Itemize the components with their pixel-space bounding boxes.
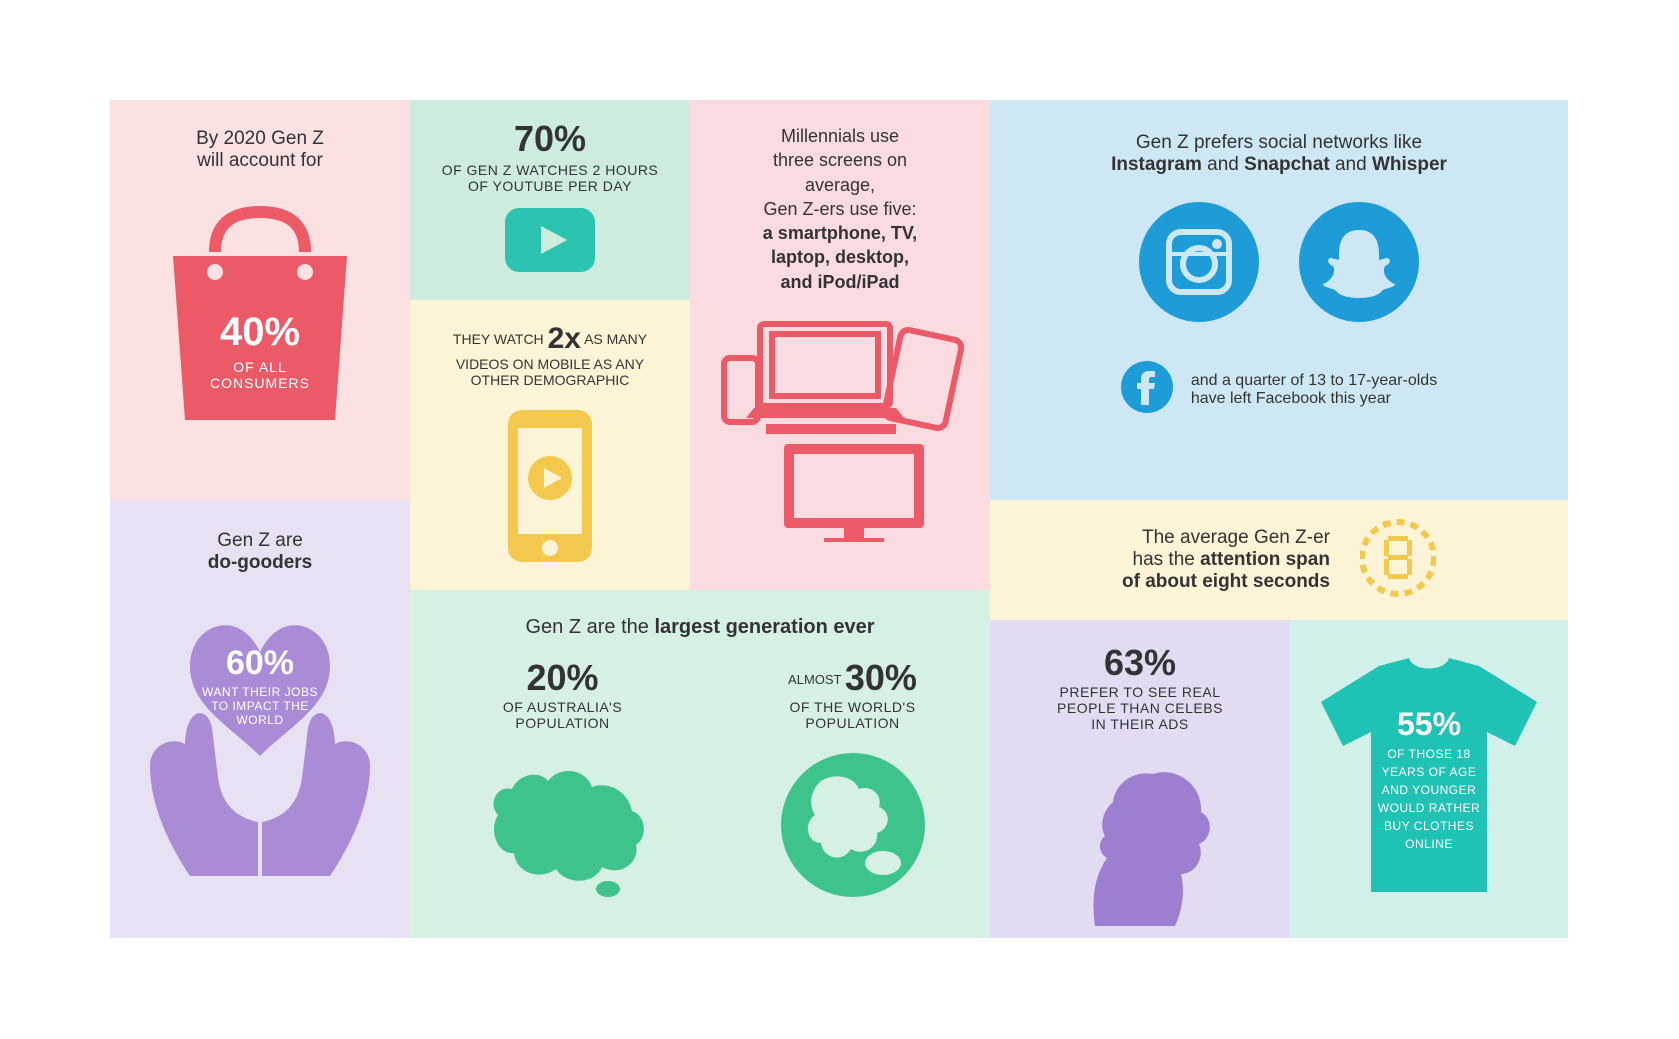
tile-youtube: 70% OF GEN Z WATCHES 2 HOURS OF YOUTUBE …	[410, 100, 690, 300]
t: and a quarter of 13 to 17-year-olds	[1191, 372, 1437, 389]
tile5-fb-text: and a quarter of 13 to 17-year-olds have…	[1191, 372, 1437, 408]
tile8-title: Gen Z are the largest generation ever	[410, 616, 990, 639]
t: POPULATION	[805, 715, 899, 731]
tile-mobile-video: THEY WATCH 2x AS MANY VIDEOS ON MOBILE A…	[410, 300, 690, 590]
t: will account for	[197, 150, 323, 171]
t: TO IMPACT THE	[130, 699, 390, 713]
t: WORLD	[130, 713, 390, 727]
t: has the	[1133, 549, 1201, 570]
t: ONLINE	[1405, 837, 1453, 851]
tile4-text: Millennials use three screens on average…	[763, 124, 917, 294]
t: By 2020 Gen Z	[196, 128, 324, 149]
t: Whisper	[1372, 154, 1447, 175]
stat: 70%	[514, 118, 586, 160]
phone-video-icon	[500, 406, 600, 566]
tile-social-networks: Gen Z prefers social networks like Insta…	[990, 100, 1568, 500]
t: Gen Z are	[217, 530, 303, 551]
instagram-icon	[1139, 202, 1259, 327]
t: largest generation ever	[654, 616, 874, 638]
t: YEARS OF AGE	[1382, 765, 1477, 779]
devices-icon	[710, 314, 970, 544]
t: WANT THEIR JOBS	[130, 685, 390, 699]
t: OF AUSTRALIA'S	[503, 699, 622, 715]
t: Gen Z prefers social networks like	[1136, 132, 1422, 153]
stat: 20%	[526, 657, 598, 699]
t: attention span	[1200, 549, 1330, 570]
t: PEOPLE THAN CELEBS	[1057, 700, 1223, 716]
stat: 40%	[155, 310, 365, 355]
tile-attention-span: The average Gen Z-er has the attention s…	[990, 500, 1568, 620]
tile5-text: Gen Z prefers social networks like Insta…	[1111, 132, 1447, 176]
tile-consumers: By 2020 Gen Z will account for 40% OF AL…	[110, 100, 410, 500]
t: and	[1330, 154, 1372, 175]
t: ALMOST	[788, 672, 841, 687]
tile6-lead: Gen Z are do-gooders	[208, 530, 313, 574]
t: Gen Z are the	[525, 616, 654, 638]
globe-icon	[773, 745, 933, 910]
t: three screens on	[773, 150, 907, 170]
stat: 55%	[1309, 706, 1549, 743]
t: BUY CLOTHES	[1384, 819, 1474, 833]
t: IN THEIR ADS	[1091, 716, 1189, 732]
tshirt-icon: 55% OF THOSE 18 YEARS OF AGE AND YOUNGER…	[1309, 652, 1549, 907]
stat: 60%	[130, 644, 390, 683]
t: THEY WATCH	[453, 331, 544, 347]
tile1-lead: By 2020 Gen Z will account for	[196, 128, 324, 172]
australia-block: 20% OF AUSTRALIA'S POPULATION	[468, 657, 658, 910]
hands-heart-icon: 60% WANT THEIR JOBS TO IMPACT THE WORLD	[130, 596, 390, 891]
snapchat-icon	[1299, 202, 1419, 327]
australia-icon	[468, 745, 658, 910]
t: and	[1202, 154, 1244, 175]
stat: 63%	[1104, 642, 1176, 684]
infographic-grid: By 2020 Gen Z will account for 40% OF AL…	[110, 100, 1569, 939]
tile-largest-generation: Gen Z are the largest generation ever 20…	[410, 590, 990, 938]
t: The average Gen Z-er	[1142, 527, 1330, 548]
t: have left Facebook this year	[1191, 390, 1391, 407]
t: OF THOSE 18	[1387, 747, 1470, 761]
t: OF THE WORLD'S	[789, 699, 915, 715]
t: CONSUMERS	[155, 375, 365, 391]
t: a smartphone, TV,	[763, 223, 917, 243]
t: OF GEN Z WATCHES 2 HOURS OF YOUTUBE PER …	[440, 162, 660, 194]
facebook-icon	[1121, 361, 1173, 418]
t: Instagram	[1111, 154, 1202, 175]
t: WOULD RATHER	[1378, 801, 1480, 815]
t: PREFER TO SEE REAL	[1060, 684, 1221, 700]
world-block: ALMOST 30% OF THE WORLD'S POPULATION	[773, 657, 933, 910]
t: Snapchat	[1244, 154, 1330, 175]
t: and iPod/iPad	[780, 272, 899, 292]
t: Millennials use	[781, 126, 899, 146]
t: do-gooders	[208, 552, 313, 573]
t: AND YOUNGER	[1382, 783, 1477, 797]
youtube-play-icon	[505, 208, 595, 272]
digital-eight-icon	[1360, 514, 1436, 607]
stat: 30%	[845, 657, 917, 698]
tile7-text: The average Gen Z-er has the attention s…	[1122, 527, 1330, 593]
t: OF ALL	[155, 359, 365, 375]
t: of about eight seconds	[1122, 571, 1330, 592]
t: laptop, desktop,	[771, 247, 909, 267]
stat: 2x	[548, 322, 581, 355]
t: average,	[805, 175, 875, 195]
tile-do-gooders: Gen Z are do-gooders 60% WANT THEIR JOBS…	[110, 500, 410, 938]
tile-buy-clothes-online: 55% OF THOSE 18 YEARS OF AGE AND YOUNGER…	[1290, 620, 1568, 938]
profile-silhouette-icon	[1055, 746, 1225, 931]
tile-five-screens: Millennials use three screens on average…	[690, 100, 990, 590]
tile3-text: THEY WATCH 2x AS MANY VIDEOS ON MOBILE A…	[435, 322, 665, 388]
shopping-bag-icon: 40% OF ALL CONSUMERS	[155, 192, 365, 432]
t: POPULATION	[515, 715, 609, 731]
t: Gen Z-ers use five:	[763, 199, 916, 219]
tile-real-people: 63% PREFER TO SEE REAL PEOPLE THAN CELEB…	[990, 620, 1290, 938]
